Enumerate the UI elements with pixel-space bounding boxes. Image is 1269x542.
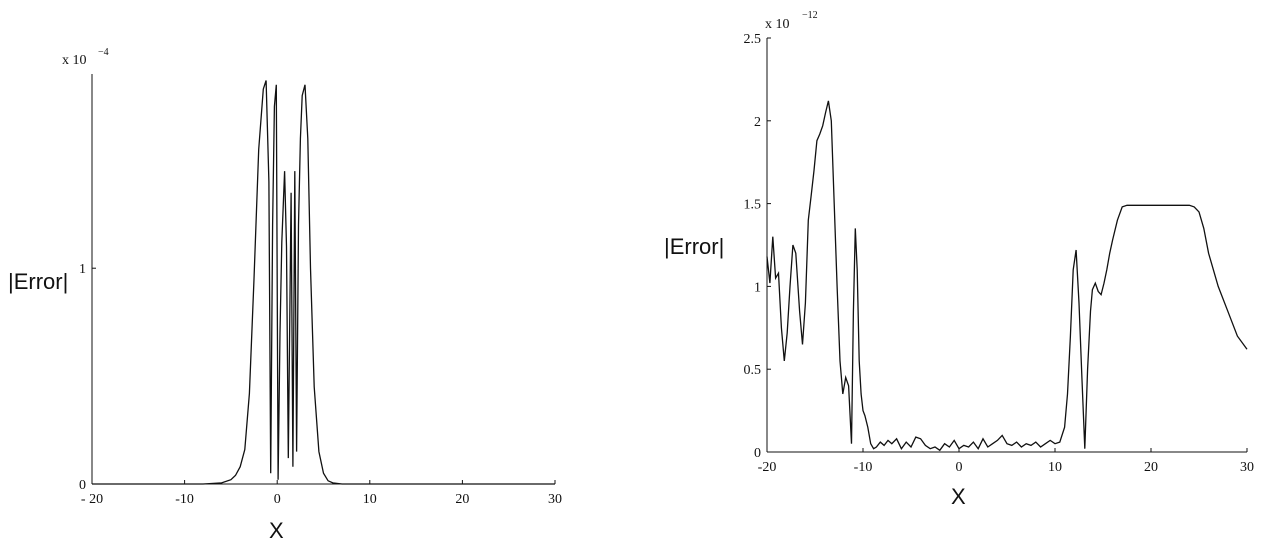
y-tick-label: 0	[79, 478, 86, 493]
y-tick-label: 0	[754, 446, 761, 461]
left-x-ticks: - 20 -10 0 10 20 30	[81, 480, 562, 507]
right-error-curve	[766, 100, 1248, 452]
x-tick-label: -10	[175, 492, 194, 507]
y-tick-label: 1.5	[744, 198, 762, 213]
right-y-ticks: 0 0.5 1 1.5 2 2.5	[744, 32, 771, 461]
left-y-axis-label: |Error|	[8, 269, 68, 294]
right-scale-exponent: −12	[802, 10, 818, 21]
left-x-axis-label: X	[269, 518, 284, 542]
right-x-axis-label: X	[951, 484, 966, 509]
x-tick-label: - 20	[81, 492, 103, 507]
right-x-ticks: -20 -10 0 10 20 30	[758, 448, 1254, 475]
right-scale-factor: x 10	[765, 17, 790, 32]
left-scale-exponent: −4	[98, 47, 109, 58]
x-tick-label: 20	[455, 492, 469, 507]
y-tick-label: 2	[754, 115, 761, 130]
left-axes	[91, 74, 555, 485]
x-tick-label: -10	[854, 460, 873, 475]
chart-left: x 10 −4 |Error| X - 20 -10 0 10 20 30 01	[8, 47, 562, 542]
x-tick-label: 0	[274, 492, 281, 507]
right-y-axis-label: |Error|	[664, 234, 724, 259]
left-scale-factor: x 10	[62, 53, 87, 68]
x-tick-label: 0	[956, 460, 963, 475]
x-tick-label: 20	[1144, 460, 1158, 475]
y-tick-label: 0.5	[744, 363, 762, 378]
x-tick-label: 30	[1240, 460, 1254, 475]
x-tick-label: 10	[363, 492, 377, 507]
y-tick-label: 1	[79, 262, 86, 277]
y-tick-label: 1	[754, 280, 761, 295]
x-tick-label: 10	[1048, 460, 1062, 475]
right-axes	[766, 38, 1247, 453]
y-tick-label: 2.5	[744, 32, 762, 47]
x-tick-label: -20	[758, 460, 777, 475]
chart-right: x 10 −12 |Error| X -20 -10 0 10 20 30 0 0.5 1 1.…	[664, 10, 1254, 509]
x-tick-label: 30	[548, 492, 562, 507]
left-y-ticks: 01	[79, 262, 96, 493]
left-error-curve	[92, 80, 555, 485]
